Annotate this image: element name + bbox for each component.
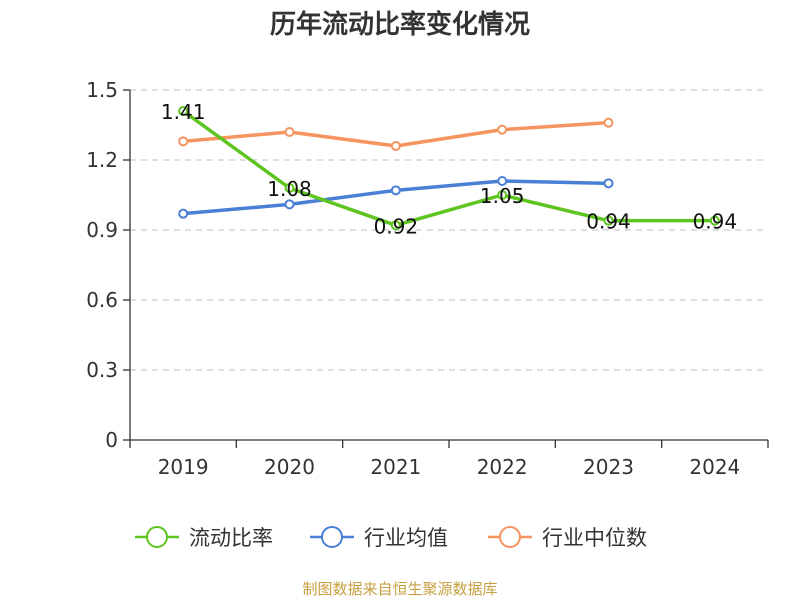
x-tick-label: 2024: [689, 455, 740, 479]
legend-label: 行业均值: [364, 526, 448, 550]
legend-marker: [321, 526, 343, 548]
legend: 流动比率 行业均值 行业中位数: [135, 526, 647, 550]
series-line: [182, 109, 715, 228]
grid-lines: [130, 89, 768, 371]
y-tick-label: 1.5: [86, 78, 118, 102]
data-label: 1.08: [267, 177, 312, 201]
data-point: [178, 208, 189, 219]
chart-title: 历年流动比率变化情况: [269, 10, 530, 40]
data-point: [603, 215, 614, 226]
y-tick-label: 0.6: [86, 288, 118, 312]
legend-marker: [146, 526, 168, 548]
data-point: [497, 124, 508, 135]
x-tick-label: 2019: [158, 455, 209, 479]
y-tick-label: 0.9: [86, 218, 118, 242]
data-label: 0.92: [374, 214, 419, 238]
data-label: 1.05: [480, 184, 525, 208]
legend-label: 行业中位数: [542, 526, 647, 550]
data-point: [709, 215, 720, 226]
data-point: [284, 127, 295, 137]
data-point: [284, 199, 295, 210]
series-layer: [178, 106, 720, 231]
data-point: [284, 183, 295, 193]
data-point: [390, 185, 401, 196]
x-tick-label: 2020: [264, 455, 315, 479]
source-note: 制图数据来自恒生聚源数据库: [302, 580, 498, 598]
data-point: [497, 176, 508, 186]
legend-marker: [499, 526, 521, 548]
x-tick-label: 2021: [370, 455, 421, 479]
data-labels: 1.41 1.08 0.92 1.05 0.94 0.94: [161, 100, 737, 238]
y-tick-label: 1.2: [86, 148, 118, 172]
data-point: [178, 136, 189, 147]
data-label: 1.41: [161, 100, 206, 124]
data-point: [390, 220, 401, 231]
data-point: [178, 106, 189, 116]
data-label: 0.94: [586, 210, 631, 234]
data-point: [603, 117, 614, 128]
x-tick-label: 2022: [477, 455, 528, 479]
data-point: [497, 190, 508, 200]
y-tick-label: 0: [105, 428, 118, 452]
axes: 0 0.3 0.6 0.9 1.2 1.5 2019 2020 2021 2022 2023 2024: [86, 78, 769, 479]
data-label: 0.94: [693, 210, 738, 234]
y-tick-label: 0.3: [86, 358, 118, 382]
x-tick-label: 2023: [583, 455, 634, 479]
data-point: [390, 141, 401, 151]
legend-label: 流动比率: [189, 526, 273, 550]
data-point: [603, 178, 614, 189]
